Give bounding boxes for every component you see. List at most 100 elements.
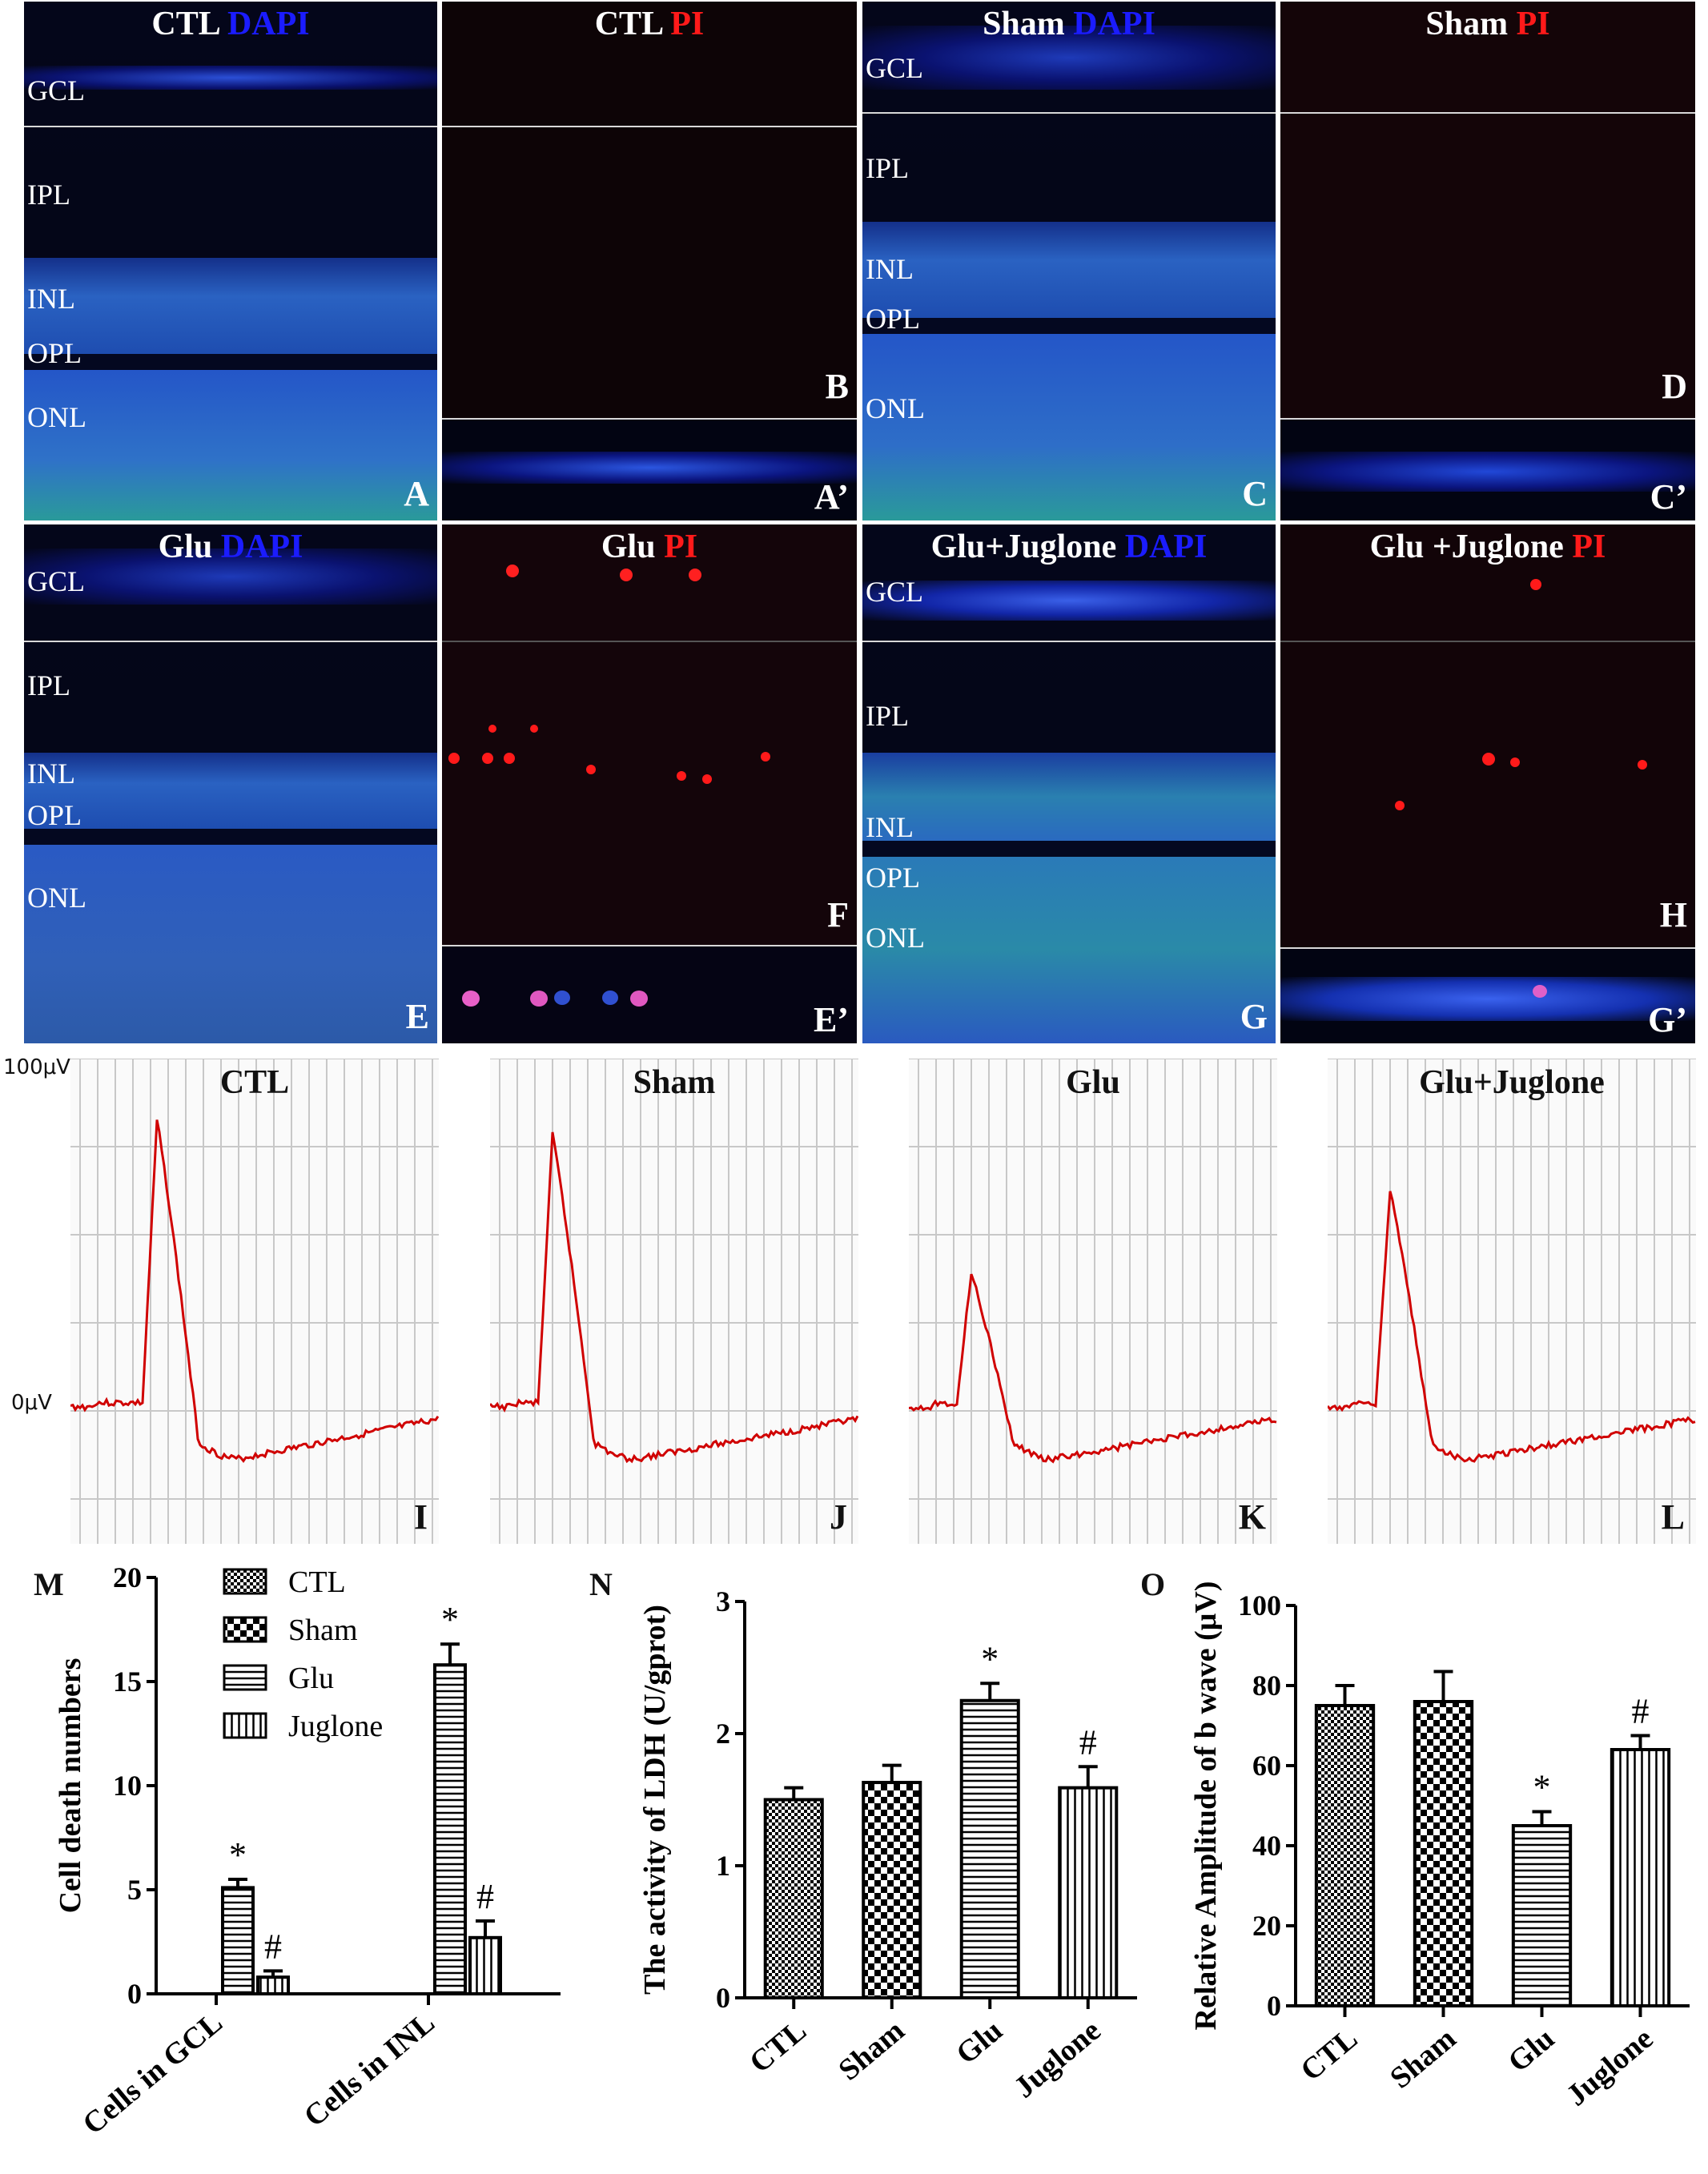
panel-f-glu-pi: Glu PI F E’ <box>442 524 857 1043</box>
erg-trace-i <box>70 1059 439 1544</box>
erg-grid <box>490 1059 858 1544</box>
panel-g-letter: G <box>1240 997 1268 1036</box>
significance-mark: # <box>1079 1722 1097 1762</box>
y-tick-label: 0 <box>1267 1990 1281 2022</box>
panel-b-letter: B <box>825 367 849 406</box>
panel-g-header: Glu+Juglone DAPI <box>930 528 1208 565</box>
significance-mark: # <box>1632 1692 1650 1731</box>
panel-g-prime-inset: G’ <box>1280 947 1695 1043</box>
panel-b-ctl-pi: CTL PI B A’ <box>442 2 857 520</box>
x-tick-label: Sham <box>832 2014 910 2088</box>
chart-o: 0 20 40 60 80 100 Relative Amplitude of b wave… <box>1189 1581 1690 2113</box>
panel-g-prime-letter: G’ <box>1648 1000 1687 1039</box>
layer-opl-label: OPL <box>866 862 921 894</box>
layer-gcl-label: GCL <box>27 74 85 106</box>
layer-inl-label: INL <box>866 253 914 285</box>
bar <box>468 1935 502 1995</box>
erg-letter-l: L <box>1661 1497 1685 1537</box>
erg-trace-line <box>490 1131 858 1464</box>
erg-grid <box>70 1059 439 1544</box>
significance-mark: * <box>1533 1768 1551 1807</box>
panel-e-header: Glu DAPI <box>158 528 303 565</box>
y-tick-label: 10 <box>113 1770 142 1802</box>
erg-panel-k: Glu K <box>909 1059 1277 1544</box>
panel-c-letter: C <box>1242 474 1268 513</box>
panel-a-letter: A <box>404 474 429 513</box>
layer-opl-label: OPL <box>27 337 82 369</box>
panel-a-ctl-dapi: CTL DAPI GCL IPL INL OPL ONL A <box>24 2 437 520</box>
layer-inl-label: INL <box>27 757 75 790</box>
x-tick-label: CTL <box>1294 2022 1364 2088</box>
erg-trace-j <box>490 1059 858 1544</box>
panel-a-prime-letter: A’ <box>814 477 849 516</box>
x-tick-label: Sham <box>1384 2022 1462 2096</box>
bar <box>1413 1700 1474 2007</box>
y-tick-label: 3 <box>716 1585 730 1617</box>
bar <box>433 1663 467 1995</box>
layer-onl-label: ONL <box>27 401 86 433</box>
panel-h-letter: H <box>1659 895 1687 934</box>
erg-title-l: Glu+Juglone <box>1419 1064 1605 1101</box>
erg-title-i: CTL <box>219 1064 290 1101</box>
layer-ipl-label: IPL <box>866 700 909 732</box>
erg-grid <box>909 1059 1277 1544</box>
bar <box>763 1798 824 1999</box>
layer-gcl-label: GCL <box>27 565 85 597</box>
y-tick-label: 60 <box>1252 1750 1281 1782</box>
erg-trace-line <box>1328 1191 1696 1463</box>
legend-label: Sham <box>288 1613 358 1647</box>
y-tick-label: 0 <box>127 1978 142 2010</box>
bar <box>221 1886 255 1995</box>
x-tick-label: CTL <box>743 2014 813 2080</box>
legend-swatch <box>223 1712 267 1739</box>
significance-mark: * <box>229 1835 247 1875</box>
erg-trace-l <box>1328 1059 1696 1544</box>
layer-ipl-label: IPL <box>866 152 909 184</box>
x-tick-label: Cells in INL <box>298 2006 441 2134</box>
bar <box>1058 1786 1119 1999</box>
erg-trace-line <box>70 1119 439 1463</box>
layer-inl-label: INL <box>866 811 914 843</box>
layer-gcl-label: GCL <box>866 576 923 608</box>
y-tick-label: 20 <box>113 1561 142 1593</box>
significance-mark: * <box>441 1600 459 1639</box>
chart-n: 0 1 2 3 The activity of LDH (U/gprot) CTL Sham… <box>638 1585 1137 2105</box>
x-tick-label: Juglone <box>1007 2014 1107 2105</box>
y-axis-label: Relative Amplitude of b wave (μV) <box>1189 1581 1223 2031</box>
panel-g-glu-juglone-dapi: Glu+Juglone DAPI GCL IPL INL OPL ONL G <box>862 524 1276 1043</box>
layer-opl-label: OPL <box>866 303 921 335</box>
significance-mark: # <box>476 1877 494 1916</box>
y-axis-label: The activity of LDH (U/gprot) <box>638 1605 672 1995</box>
erg-title-j: Sham <box>633 1064 716 1101</box>
panel-d-sham-pi: Sham PI D C’ <box>1280 2 1695 520</box>
y-tick-label: 2 <box>716 1718 730 1750</box>
panel-c-prime-letter: C’ <box>1650 477 1687 516</box>
panel-h-glu-juglone-pi: Glu +Juglone PI H G’ <box>1280 524 1695 1043</box>
x-tick-label: Cells in GCL <box>76 2006 228 2141</box>
chart-n-letter: N <box>589 1566 613 1602</box>
x-tick-label: Juglone <box>1560 2022 1659 2113</box>
panel-e-letter: E <box>405 997 429 1036</box>
layer-inl-label: INL <box>27 283 75 315</box>
panel-d-letter: D <box>1662 367 1687 406</box>
significance-mark: # <box>264 1927 282 1966</box>
bar <box>1314 1704 1376 2007</box>
bar <box>1610 1748 1671 2007</box>
y-tick-label: 40 <box>1252 1830 1281 1862</box>
panel-a-header: CTL DAPI <box>151 6 310 42</box>
layer-onl-label: ONL <box>27 882 86 914</box>
y-tick-label: 0 <box>716 1982 730 2014</box>
erg-panel-j: Sham J <box>490 1059 858 1544</box>
erg-panel-i: CTL I <box>70 1059 439 1544</box>
layer-onl-label: ONL <box>866 392 925 424</box>
bar <box>256 1975 290 1996</box>
chart-o-letter: O <box>1140 1566 1166 1602</box>
panel-f-letter: F <box>827 895 849 934</box>
legend-swatch <box>223 1568 267 1595</box>
erg-y-top-label: 100μV <box>3 1055 70 1079</box>
erg-panel-l: Glu+Juglone L <box>1328 1059 1696 1544</box>
erg-title-k: Glu <box>1066 1064 1120 1101</box>
panel-h-header: Glu +Juglone PI <box>1369 528 1606 565</box>
legend-label: Juglone <box>288 1710 383 1743</box>
layer-ipl-label: IPL <box>27 179 70 211</box>
